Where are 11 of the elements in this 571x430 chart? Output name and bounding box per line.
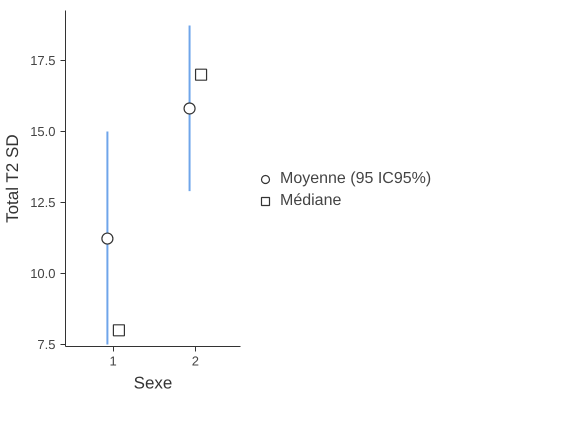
x-axis-title: Sexe [134, 374, 172, 392]
legend-label: Moyenne (95 IC95%) [280, 170, 432, 188]
y-tick-label: 12.5 [30, 195, 56, 210]
y-tick-label: 7.5 [37, 337, 56, 352]
legend-label: Médiane [280, 192, 342, 210]
y-tick-label: 15.0 [30, 124, 56, 139]
y-tick-label: 10.0 [30, 266, 56, 282]
x-tick-label: 2 [192, 354, 199, 368]
x-tick-label: 1 [110, 354, 117, 368]
y-axis-title: Total T2 SD [3, 134, 22, 223]
y-tick-label: 17.5 [30, 52, 56, 68]
